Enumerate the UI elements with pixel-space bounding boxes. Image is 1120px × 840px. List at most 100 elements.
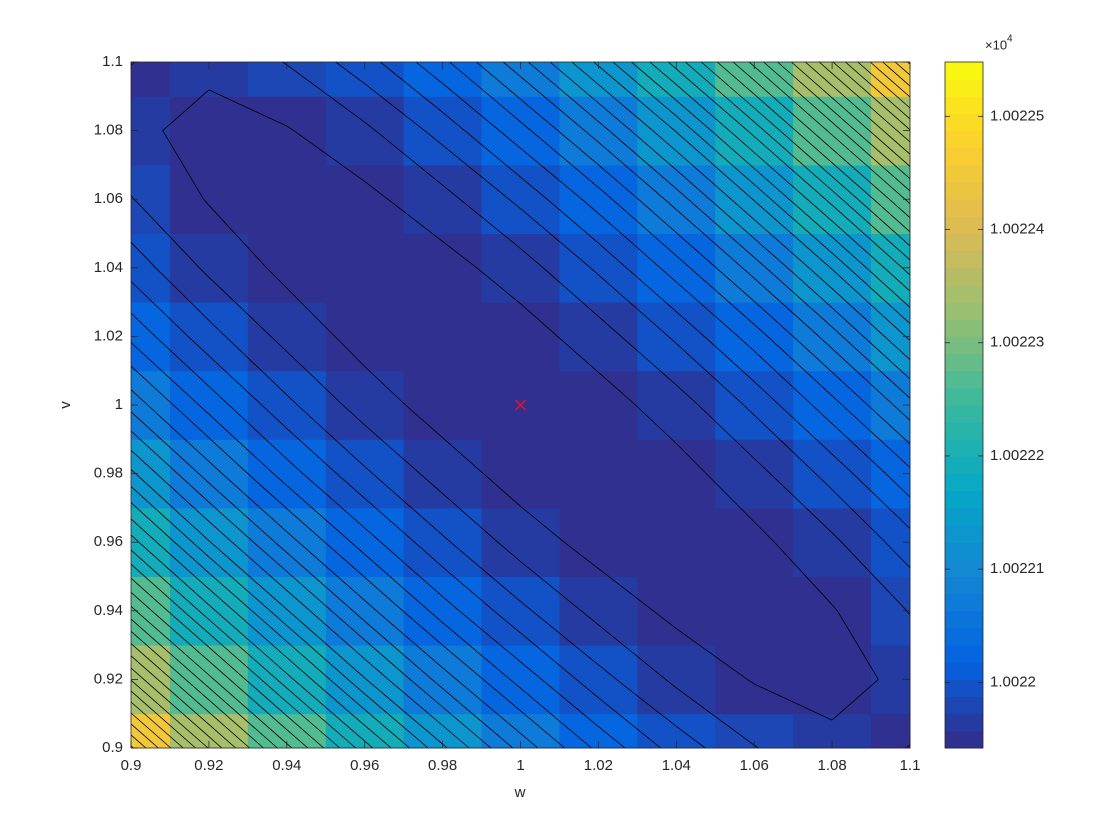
contour-cell xyxy=(403,370,483,440)
colorbar-tick-label: 1.0022 xyxy=(990,673,1036,690)
colorbar-tick-label: 1.00225 xyxy=(990,107,1044,124)
colorbar-exponent: 4 xyxy=(1007,34,1013,45)
y-tick-label: 1 xyxy=(115,396,123,413)
contour-cell xyxy=(247,507,327,577)
contour-cell xyxy=(559,302,638,372)
contour-cell xyxy=(559,233,638,303)
contour-line xyxy=(130,61,911,749)
contour-cell xyxy=(559,439,638,509)
contour-cell xyxy=(169,645,249,715)
contour-cell xyxy=(793,370,872,440)
colorbar-step xyxy=(945,439,983,457)
contour-cell xyxy=(715,164,794,234)
y-tick-label: 1.08 xyxy=(94,122,123,139)
contour-cell xyxy=(403,233,483,303)
contour-cell xyxy=(325,576,405,646)
contour-cell xyxy=(559,164,638,234)
contour-cell xyxy=(403,507,483,577)
contour-cell xyxy=(403,645,483,715)
colorbar-step xyxy=(945,336,983,355)
contour-line xyxy=(130,61,911,749)
colorbar-step xyxy=(945,456,983,475)
contour-line xyxy=(130,61,911,749)
contour-cell xyxy=(403,302,483,372)
contour-cell xyxy=(637,439,716,509)
colorbar-tick-label: 1.00221 xyxy=(990,560,1044,577)
contour-cell xyxy=(637,370,716,440)
contour-cell xyxy=(793,164,872,234)
colorbar-step xyxy=(945,542,983,560)
contour-line xyxy=(130,61,911,749)
contour-cell xyxy=(481,164,560,234)
contour-cell xyxy=(247,302,327,372)
contour-line xyxy=(130,61,911,749)
colorbar-step xyxy=(945,507,983,526)
contour-cell xyxy=(169,370,249,440)
contour-cell xyxy=(715,645,794,715)
contour-cell xyxy=(169,96,249,166)
contour-cell xyxy=(481,645,560,715)
contour-cell xyxy=(871,713,911,749)
contour-line xyxy=(130,61,911,749)
contour-cell xyxy=(559,645,638,715)
contour-cell xyxy=(481,233,560,303)
contour-cell xyxy=(247,370,327,440)
contour-cell xyxy=(247,576,327,646)
contour-cell xyxy=(169,439,249,509)
colorbar-step xyxy=(945,559,983,577)
contour-cell xyxy=(559,507,638,577)
contour-line xyxy=(130,61,911,749)
y-tick-label: 1.02 xyxy=(94,327,123,344)
colorbar-step xyxy=(945,525,983,543)
contour-cell xyxy=(637,507,716,577)
colorbar-step xyxy=(945,62,983,80)
contour-line xyxy=(130,61,911,749)
x-tick-label: 1 xyxy=(516,757,524,774)
contour-cell xyxy=(169,302,249,372)
contour-cell xyxy=(793,96,872,166)
contour-line xyxy=(130,61,911,749)
contour-cell xyxy=(715,576,794,646)
colorbar-step xyxy=(945,645,983,663)
colorbar-step xyxy=(945,576,983,595)
contour-cell xyxy=(325,645,405,715)
y-tick-label: 0.96 xyxy=(94,533,123,550)
contour-cell xyxy=(715,507,794,577)
contour-line xyxy=(130,61,911,749)
contour-line xyxy=(130,61,911,749)
colorbar-step xyxy=(945,713,983,732)
colorbar-step xyxy=(945,679,983,698)
y-tick-label: 0.9 xyxy=(102,739,123,756)
colorbar-step xyxy=(945,130,983,149)
colorbar-step xyxy=(945,490,983,509)
colorbar-step xyxy=(945,96,983,114)
x-tick-label: 0.98 xyxy=(428,757,457,774)
contour-cell xyxy=(481,302,560,372)
contour-line xyxy=(130,61,911,749)
colorbar-step xyxy=(945,302,983,320)
x-tick-label: 0.92 xyxy=(194,757,223,774)
contour-line xyxy=(130,61,911,749)
contour-line xyxy=(130,61,911,749)
colorbar-step xyxy=(945,353,983,372)
x-tick-label: 1.04 xyxy=(662,757,691,774)
colorbar-step xyxy=(945,267,983,286)
contour-line xyxy=(130,61,911,749)
colorbar-step xyxy=(945,79,983,97)
colorbar-step xyxy=(945,113,983,132)
contour-line xyxy=(130,61,911,749)
contour-line xyxy=(130,61,911,749)
contour-cell xyxy=(793,302,872,372)
x-tick-label: 1.1 xyxy=(900,757,921,774)
y-axis-label: v xyxy=(57,401,74,409)
y-tick-label: 1.04 xyxy=(94,259,123,276)
colorbar-tick-label: 1.00222 xyxy=(990,447,1044,464)
colorbar-step xyxy=(945,164,983,183)
contour-cell xyxy=(247,645,327,715)
contour-cell xyxy=(169,507,249,577)
colorbar-step xyxy=(945,370,983,389)
colorbar-step xyxy=(945,627,983,646)
contour-line xyxy=(130,61,911,749)
contour-cell xyxy=(325,370,405,440)
colorbar-tick-label: 1.00224 xyxy=(990,221,1044,238)
